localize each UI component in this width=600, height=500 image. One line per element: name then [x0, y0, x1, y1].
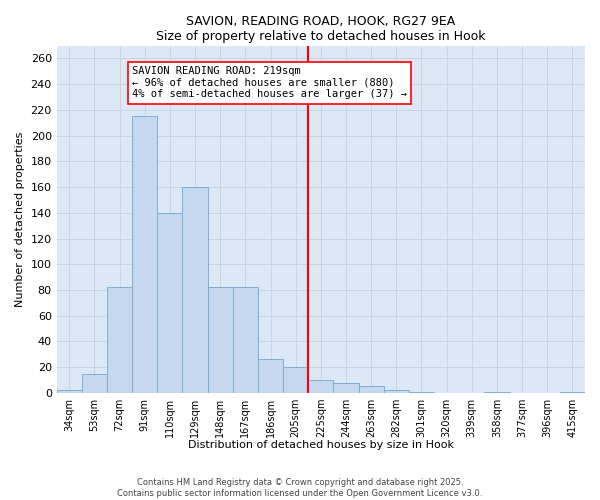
Text: SAVION READING ROAD: 219sqm
← 96% of detached houses are smaller (880)
4% of sem: SAVION READING ROAD: 219sqm ← 96% of det…: [132, 66, 407, 100]
Title: SAVION, READING ROAD, HOOK, RG27 9EA
Size of property relative to detached house: SAVION, READING ROAD, HOOK, RG27 9EA Siz…: [156, 15, 485, 43]
Bar: [384, 390, 409, 393]
Bar: [107, 288, 132, 393]
X-axis label: Distribution of detached houses by size in Hook: Distribution of detached houses by size …: [188, 440, 454, 450]
Bar: [56, 390, 82, 393]
Bar: [82, 374, 107, 393]
Bar: [233, 288, 258, 393]
Y-axis label: Number of detached properties: Number of detached properties: [15, 132, 25, 307]
Bar: [308, 380, 334, 393]
Bar: [560, 392, 585, 393]
Bar: [334, 382, 359, 393]
Bar: [359, 386, 384, 393]
Bar: [208, 288, 233, 393]
Bar: [132, 116, 157, 393]
Text: Contains HM Land Registry data © Crown copyright and database right 2025.
Contai: Contains HM Land Registry data © Crown c…: [118, 478, 482, 498]
Bar: [182, 187, 208, 393]
Bar: [484, 392, 509, 393]
Bar: [409, 392, 434, 393]
Bar: [283, 367, 308, 393]
Bar: [258, 360, 283, 393]
Bar: [157, 213, 182, 393]
